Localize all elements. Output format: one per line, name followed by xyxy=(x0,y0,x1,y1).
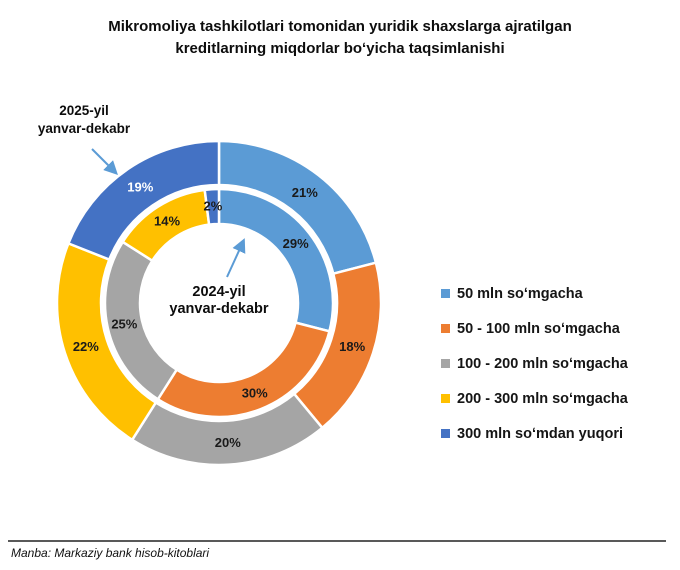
legend-swatch xyxy=(441,394,450,403)
segment-label: 20% xyxy=(215,435,241,450)
segment-label: 18% xyxy=(339,339,365,354)
legend-label: 50 mln soʻmgacha xyxy=(457,285,583,302)
legend-swatch xyxy=(441,289,450,298)
source-note: Manba: Markaziy bank hisob-kitoblari xyxy=(11,546,210,560)
annotation-arrow-inner-ring xyxy=(226,238,246,278)
legend-swatch xyxy=(441,359,450,368)
segment-label: 21% xyxy=(292,185,318,200)
legend-item: 50 - 100 mln soʻmgacha xyxy=(441,311,628,346)
annotation-arrow-outer-ring xyxy=(91,148,118,175)
legend-label: 300 mln soʻmdan yuqori xyxy=(457,425,623,442)
legend-label: 50 - 100 mln soʻmgacha xyxy=(457,320,620,337)
donut-segments: 21% 18% 20% 22% 19% 29% 30% 25% 14% 2% xyxy=(55,139,383,467)
segment-inner-4 xyxy=(203,187,221,226)
legend-item: 100 - 200 mln soʻmgacha xyxy=(441,346,628,381)
legend-item: 50 mln soʻmgacha xyxy=(441,276,628,311)
chart-legend: 50 mln soʻmgacha 50 - 100 mln soʻmgacha 10… xyxy=(441,276,628,451)
segment-label: 29% xyxy=(283,236,309,251)
segment-label: 30% xyxy=(242,386,268,401)
footer-divider xyxy=(8,540,666,542)
legend-swatch xyxy=(441,324,450,333)
legend-item: 200 - 300 mln soʻmgacha xyxy=(441,381,628,416)
outer-ring-annotation: 2025-yil yanvar-dekabr xyxy=(37,103,131,136)
segment-label: 25% xyxy=(111,317,137,332)
segment-outer-4 xyxy=(67,139,221,261)
legend-label: 200 - 300 mln soʻmgacha xyxy=(457,390,628,407)
inner-ring: 29% 30% 25% 14% 2% xyxy=(103,187,335,419)
segment-label: 14% xyxy=(154,214,180,229)
segment-label: 19% xyxy=(127,180,153,195)
legend-item: 300 mln soʻmdan yuqori xyxy=(441,416,628,451)
segment-label: 22% xyxy=(73,339,99,354)
legend-label: 100 - 200 mln soʻmgacha xyxy=(457,355,628,372)
segment-label: 2% xyxy=(204,199,223,214)
chart-title: Mikromoliya tashkilotlari tomonidan yuri… xyxy=(108,18,572,57)
outer-ring: 21% 18% 20% 22% 19% xyxy=(55,139,383,467)
legend-swatch xyxy=(441,429,450,438)
inner-ring-label: 2024-yil yanvar-dekabr xyxy=(169,284,269,317)
